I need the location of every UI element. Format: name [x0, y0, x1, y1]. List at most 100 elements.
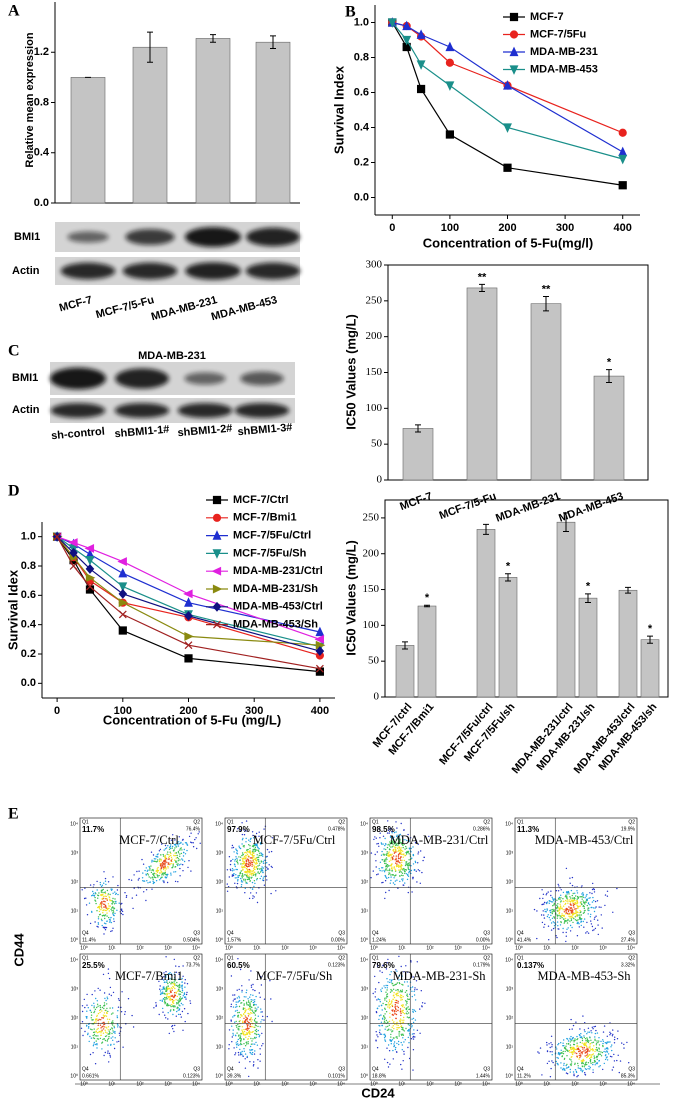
flow-event: [242, 1051, 243, 1052]
flow-event: [244, 1021, 245, 1022]
flow-event: [186, 842, 187, 843]
flow-event: [244, 996, 245, 997]
flow-event: [258, 1016, 259, 1017]
flow-event: [242, 869, 243, 870]
flow-event: [230, 1006, 231, 1007]
flow-event: [577, 1063, 578, 1064]
flow-event: [566, 1043, 567, 1044]
quadrant-percent: 0.123%: [183, 1073, 201, 1079]
flow-event: [187, 845, 188, 846]
flow-event: [405, 992, 406, 993]
flow-event: [173, 871, 174, 872]
flow-event: [560, 1067, 561, 1068]
blot-title: MDA-MB-231: [138, 350, 206, 362]
flow-event: [402, 878, 403, 879]
flow-event: [163, 854, 164, 855]
flow-event: [104, 904, 105, 905]
flow-event: [412, 878, 413, 879]
flow-event: [182, 985, 183, 986]
flow-event: [604, 1025, 605, 1026]
flow-event: [592, 1054, 593, 1055]
flow-event: [381, 991, 382, 992]
flow-event: [193, 842, 194, 843]
flow-event: [602, 1052, 603, 1053]
flow-event: [575, 913, 576, 914]
quadrant-label: Q3: [628, 1066, 635, 1072]
flow-event: [560, 1062, 561, 1063]
flow-event: [266, 879, 267, 880]
flow-event: [554, 922, 555, 923]
flow-event: [400, 858, 401, 859]
flow-event: [229, 856, 230, 857]
flow-event: [380, 1001, 381, 1002]
flow-event: [556, 900, 557, 901]
flow-event: [393, 877, 394, 878]
x-tick-label: MDA-MB-453: [557, 490, 625, 524]
flow-event: [250, 970, 251, 971]
quadrant-percent: 1.44%: [476, 1073, 491, 1079]
flow-event: [233, 1034, 234, 1035]
flow-event: [98, 1025, 99, 1026]
flow-event: [623, 1047, 624, 1048]
flow-event: [261, 1033, 262, 1034]
flow-event: [392, 1050, 393, 1051]
flow-event: [392, 868, 393, 869]
flow-event: [621, 1042, 622, 1043]
flow-event: [593, 1042, 594, 1043]
flow-event: [386, 978, 387, 979]
flow-event: [558, 884, 559, 885]
blot-band: [185, 227, 241, 247]
flow-event: [228, 1048, 229, 1049]
flow-event: [244, 1003, 245, 1004]
flow-event: [164, 1015, 165, 1016]
flow-event: [177, 996, 178, 997]
flow-event: [143, 891, 144, 892]
flow-event: [582, 1042, 583, 1043]
flow-event: [385, 844, 386, 845]
flow-event: [610, 1033, 611, 1034]
flow-event: [240, 859, 241, 860]
flow-event: [417, 961, 418, 962]
flow-event: [239, 1037, 240, 1038]
flow-event: [103, 896, 104, 897]
flow-event: [387, 851, 388, 852]
flow-event: [246, 1004, 247, 1005]
flow-event: [232, 868, 233, 869]
flow-event: [551, 1046, 552, 1047]
flow-event: [249, 1006, 250, 1007]
flow-event: [396, 1043, 397, 1044]
flow-event: [243, 862, 244, 863]
flow-event: [153, 873, 154, 874]
flow-event: [570, 916, 571, 917]
flow-event: [106, 920, 107, 921]
flow-event: [117, 1025, 118, 1026]
flow-event: [109, 1053, 110, 1054]
flow-event: [547, 916, 548, 917]
flow-y-tick-label: 10¹: [71, 1044, 79, 1050]
flow-event: [580, 1033, 581, 1034]
flow-event: [394, 1024, 395, 1025]
flow-event: [561, 1056, 562, 1057]
flow-event: [586, 931, 587, 932]
flow-event: [403, 1041, 404, 1042]
flow-event: [396, 866, 397, 867]
flow-event: [588, 910, 589, 911]
flow-event: [414, 1036, 415, 1037]
y-tick-label: 0.0: [34, 197, 49, 209]
flow-event: [402, 1037, 403, 1038]
flow-y-tick-label: 10²: [71, 879, 79, 885]
flow-event: [556, 890, 557, 891]
flow-event: [544, 917, 545, 918]
flow-event: [239, 1062, 240, 1063]
flow-event: [257, 878, 258, 879]
flow-event: [581, 1037, 582, 1038]
flow-event: [160, 994, 161, 995]
y-tick-label: 0.8: [354, 51, 369, 63]
flow-event: [103, 1008, 104, 1009]
flow-event: [405, 965, 406, 966]
flow-event: [568, 892, 569, 893]
flow-event: [174, 847, 175, 848]
flow-event: [577, 1049, 578, 1050]
flow-event: [176, 864, 177, 865]
flow-event: [376, 1031, 377, 1032]
